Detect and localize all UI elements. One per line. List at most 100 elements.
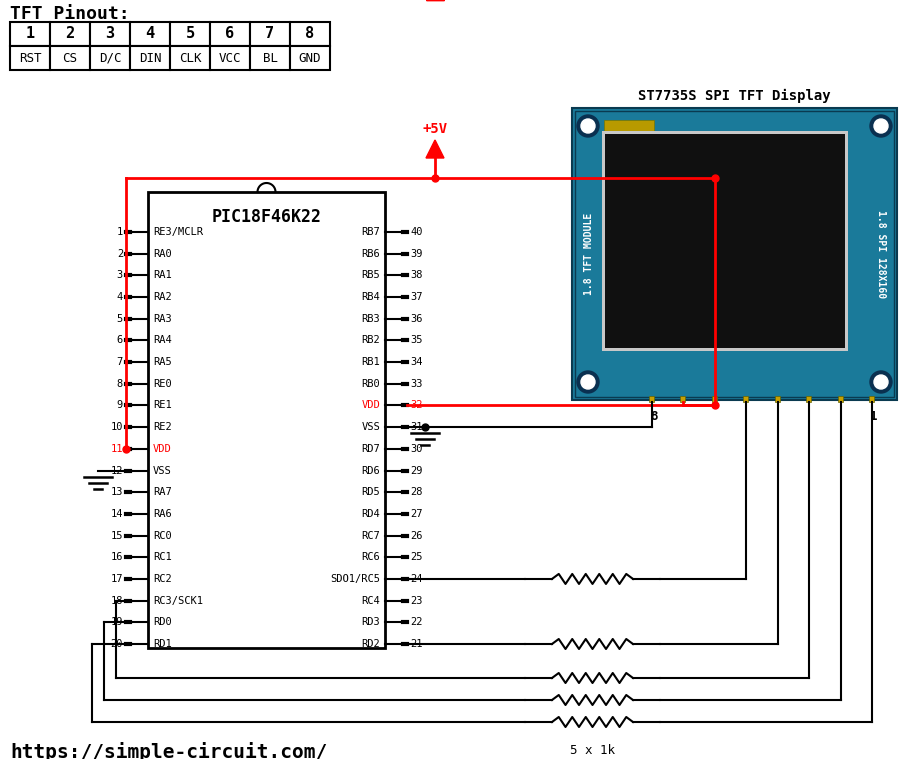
Text: RE1: RE1 xyxy=(153,401,172,411)
Text: 37: 37 xyxy=(410,292,422,302)
Bar xyxy=(775,396,780,402)
Text: 21: 21 xyxy=(410,639,422,649)
Text: BL: BL xyxy=(262,52,278,65)
Text: RA4: RA4 xyxy=(153,335,172,345)
Bar xyxy=(806,396,811,402)
Text: 2: 2 xyxy=(117,249,123,259)
Text: RA7: RA7 xyxy=(153,487,172,497)
Bar xyxy=(148,192,385,648)
Text: 15: 15 xyxy=(111,531,123,540)
Text: 2: 2 xyxy=(65,27,74,42)
Text: 22: 22 xyxy=(410,617,422,628)
Text: RB6: RB6 xyxy=(361,249,380,259)
Text: RB2: RB2 xyxy=(361,335,380,345)
Text: RC7: RC7 xyxy=(361,531,380,540)
Circle shape xyxy=(581,375,595,389)
Text: 5: 5 xyxy=(117,313,123,324)
Text: GND: GND xyxy=(299,52,321,65)
Text: RD1: RD1 xyxy=(153,639,172,649)
Bar xyxy=(50,22,90,46)
Text: 32: 32 xyxy=(410,401,422,411)
Text: 5: 5 xyxy=(185,27,194,42)
Text: 5 x 1k: 5 x 1k xyxy=(570,744,615,757)
Text: 16: 16 xyxy=(111,553,123,562)
Text: 3: 3 xyxy=(117,270,123,280)
Circle shape xyxy=(874,375,888,389)
Text: 24: 24 xyxy=(410,574,422,584)
Text: 26: 26 xyxy=(410,531,422,540)
Text: RE0: RE0 xyxy=(153,379,172,389)
Text: RC0: RC0 xyxy=(153,531,172,540)
Bar xyxy=(575,111,894,397)
Text: 1: 1 xyxy=(117,227,123,237)
Text: TFT Pinout:: TFT Pinout: xyxy=(10,5,130,23)
Text: RD2: RD2 xyxy=(361,639,380,649)
Text: VSS: VSS xyxy=(361,422,380,432)
Text: RA1: RA1 xyxy=(153,270,172,280)
Text: RB3: RB3 xyxy=(361,313,380,324)
Bar xyxy=(604,120,654,132)
Text: RD6: RD6 xyxy=(361,465,380,476)
Text: RC4: RC4 xyxy=(361,596,380,606)
Text: 38: 38 xyxy=(410,270,422,280)
Text: RB1: RB1 xyxy=(361,357,380,367)
Text: RD3: RD3 xyxy=(361,617,380,628)
Bar xyxy=(250,22,290,46)
Text: 8: 8 xyxy=(117,379,123,389)
Text: 6: 6 xyxy=(225,27,234,42)
Bar xyxy=(10,46,50,70)
Text: RD7: RD7 xyxy=(361,444,380,454)
Text: RA2: RA2 xyxy=(153,292,172,302)
Text: 3: 3 xyxy=(105,27,114,42)
Text: 10: 10 xyxy=(111,422,123,432)
Text: 9: 9 xyxy=(117,401,123,411)
Text: RB0: RB0 xyxy=(361,379,380,389)
Circle shape xyxy=(581,119,595,133)
Text: 7: 7 xyxy=(117,357,123,367)
Text: https://simple-circuit.com/: https://simple-circuit.com/ xyxy=(10,742,327,759)
Text: RST: RST xyxy=(19,52,41,65)
Bar xyxy=(602,131,848,351)
Text: 39: 39 xyxy=(410,249,422,259)
Text: 7: 7 xyxy=(265,27,274,42)
Bar xyxy=(837,396,843,402)
Bar xyxy=(170,22,210,46)
Bar xyxy=(680,396,686,402)
Text: VCC: VCC xyxy=(219,52,242,65)
Text: 1.8 TFT MODULE: 1.8 TFT MODULE xyxy=(584,213,594,295)
Text: SDO1/RC5: SDO1/RC5 xyxy=(330,574,380,584)
Text: 18: 18 xyxy=(111,596,123,606)
Circle shape xyxy=(577,115,599,137)
Text: ST7735S SPI TFT Display: ST7735S SPI TFT Display xyxy=(638,89,831,103)
Bar xyxy=(90,46,130,70)
Polygon shape xyxy=(426,140,444,158)
Text: 1: 1 xyxy=(25,27,35,42)
Bar xyxy=(130,22,170,46)
Text: 1.8 SPI 128X160: 1.8 SPI 128X160 xyxy=(876,210,886,298)
Text: RB5: RB5 xyxy=(361,270,380,280)
Bar xyxy=(290,22,330,46)
Text: 31: 31 xyxy=(410,422,422,432)
Text: RA0: RA0 xyxy=(153,249,172,259)
Bar xyxy=(712,396,716,402)
Bar xyxy=(869,396,874,402)
Text: 30: 30 xyxy=(410,444,422,454)
Text: RB7: RB7 xyxy=(361,227,380,237)
Text: RC6: RC6 xyxy=(361,553,380,562)
Bar xyxy=(605,134,845,348)
Text: 11: 11 xyxy=(111,444,123,454)
Bar xyxy=(130,46,170,70)
Text: 4: 4 xyxy=(117,292,123,302)
Circle shape xyxy=(870,371,892,393)
Bar xyxy=(572,108,897,400)
Text: RE2: RE2 xyxy=(153,422,172,432)
Text: VSS: VSS xyxy=(153,465,172,476)
Text: +5V: +5V xyxy=(422,122,448,136)
Text: 13: 13 xyxy=(111,487,123,497)
Text: CS: CS xyxy=(63,52,77,65)
Text: 33: 33 xyxy=(410,379,422,389)
Text: 1: 1 xyxy=(870,410,878,423)
Text: 17: 17 xyxy=(111,574,123,584)
Text: 23: 23 xyxy=(410,596,422,606)
Text: RE3/MCLR: RE3/MCLR xyxy=(153,227,203,237)
